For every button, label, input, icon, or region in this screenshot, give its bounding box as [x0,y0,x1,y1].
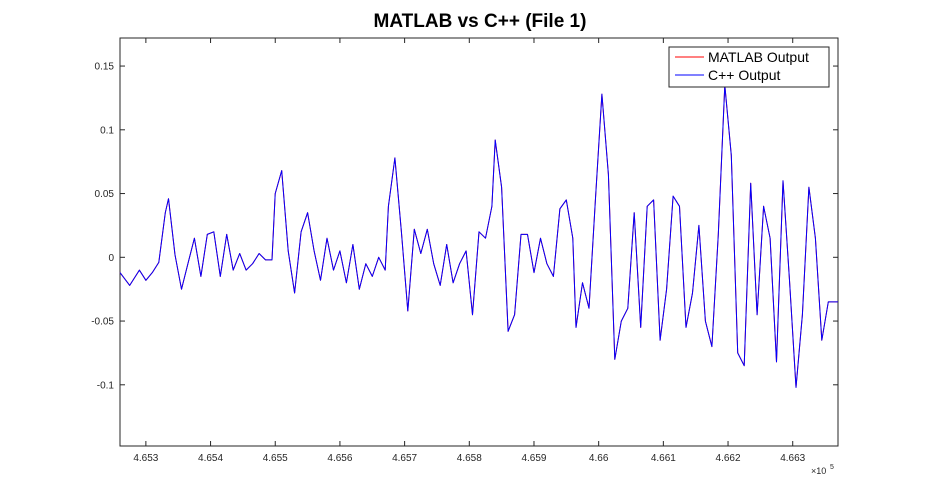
y-tick-label: -0.1 [97,380,115,391]
y-tick-label: 0.1 [100,125,114,136]
x-tick-label: 4.663 [780,453,805,464]
y-tick-label: -0.05 [91,317,114,328]
y-tick-label: 0.15 [95,62,115,73]
x-tick-label: 4.657 [392,453,417,464]
x-tick-label: 4.66 [589,453,609,464]
y-tick-label: 0.05 [95,189,115,200]
x-tick-label: 4.656 [327,453,352,464]
x-tick-label: 4.654 [198,453,223,464]
x-tick-label: 4.653 [133,453,158,464]
plot-area: 4.653 4.654 4.655 4.656 4.657 4.658 4.659 4.66 4… [91,37,839,464]
x-tick-label: 4.661 [651,453,676,464]
x-exponent-label: ×10 5 [811,464,834,476]
legend-label-cpp: C++ Output [708,67,780,83]
series-layer [119,84,838,388]
legend-box [668,46,830,88]
x-exponent-base: ×10 [811,466,826,476]
legend-label-matlab: MATLAB Output [708,49,809,65]
y-tick-label: 0 [108,253,114,264]
x-ticks: 4.653 4.654 4.655 4.656 4.657 4.658 4.659 4.66 4… [133,38,806,464]
x-tick-label: 4.658 [457,453,482,464]
chart-title: MATLAB vs C++ (File 1) [374,11,587,32]
x-exponent-power: 5 [830,464,834,471]
x-tick-label: 4.659 [521,453,546,464]
legend: MATLAB Output C++ Output [668,46,830,88]
x-tick-label: 4.655 [263,453,288,464]
y-ticks: 0.15 0.1 0.05 0 -0.05 -0.1 [91,62,838,391]
series-line-cpp [119,84,838,388]
x-tick-label: 4.662 [716,453,741,464]
